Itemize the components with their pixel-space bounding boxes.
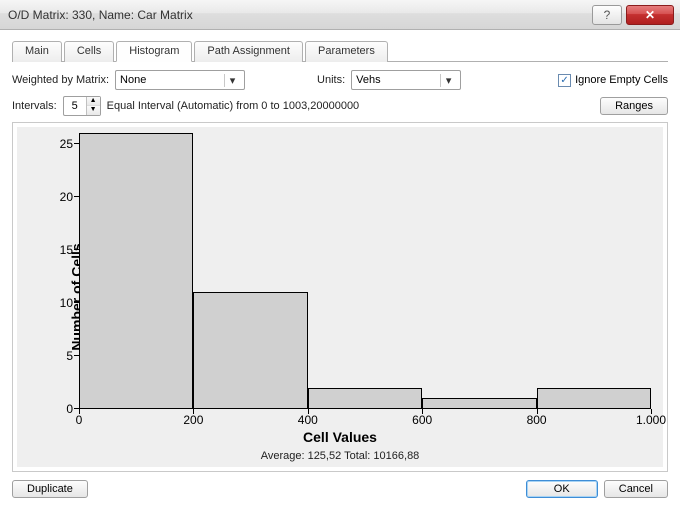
intervals-spinner[interactable]: 5 ▲ ▼ (63, 96, 101, 116)
y-tick: 10 (60, 296, 79, 310)
x-tick: 400 (298, 409, 318, 427)
tab-parameters[interactable]: Parameters (305, 41, 388, 62)
x-tick: 1.000 (636, 409, 666, 427)
titlebar: O/D Matrix: 330, Name: Car Matrix ? ✕ (0, 0, 680, 30)
chart-stats: Average: 125,52 Total: 10166,88 (17, 450, 663, 462)
histogram-bar (193, 292, 307, 409)
tab-main[interactable]: Main (12, 41, 62, 62)
y-tick: 5 (66, 349, 79, 363)
intervals-value: 5 (64, 100, 86, 112)
chevron-down-icon: ▾ (440, 74, 456, 87)
tab-path-assignment[interactable]: Path Assignment (194, 41, 303, 62)
intervals-label: Intervals: (12, 100, 57, 112)
ok-button[interactable]: OK (526, 480, 598, 498)
weighted-by-combo[interactable]: None ▾ (115, 70, 245, 90)
ignore-empty-checkbox[interactable]: ✓ Ignore Empty Cells (558, 74, 668, 87)
x-tick: 600 (412, 409, 432, 427)
weighted-by-label: Weighted by Matrix: (12, 74, 109, 86)
window-title: O/D Matrix: 330, Name: Car Matrix (8, 8, 193, 22)
units-value: Vehs (356, 74, 380, 86)
y-tick: 25 (60, 137, 79, 151)
histogram-bar (422, 398, 536, 409)
tab-histogram[interactable]: Histogram (116, 41, 192, 62)
duplicate-button[interactable]: Duplicate (12, 480, 88, 498)
spinner-up-icon[interactable]: ▲ (87, 97, 100, 106)
histogram-bar (79, 133, 193, 409)
chart-x-label: Cell Values (17, 429, 663, 445)
intervals-desc: Equal Interval (Automatic) from 0 to 100… (107, 100, 360, 112)
tab-cells[interactable]: Cells (64, 41, 114, 62)
ignore-empty-label: Ignore Empty Cells (575, 74, 668, 86)
y-tick: 20 (60, 190, 79, 204)
x-tick: 800 (527, 409, 547, 427)
x-tick: 0 (76, 409, 83, 427)
close-button[interactable]: ✕ (626, 5, 674, 25)
checkbox-check-icon: ✓ (558, 74, 571, 87)
x-tick: 200 (183, 409, 203, 427)
histogram-bar (537, 388, 651, 409)
cancel-button[interactable]: Cancel (604, 480, 668, 498)
chart-plot-area: 051015202502004006008001.000 (79, 133, 651, 409)
histogram-bar (308, 388, 422, 409)
help-button[interactable]: ? (592, 5, 622, 25)
y-tick: 15 (60, 243, 79, 257)
units-combo[interactable]: Vehs ▾ (351, 70, 461, 90)
ranges-button[interactable]: Ranges (600, 97, 668, 115)
weighted-by-value: None (120, 74, 146, 86)
spinner-down-icon[interactable]: ▼ (87, 106, 100, 115)
units-label: Units: (317, 74, 345, 86)
histogram-panel: Number of Cells 051015202502004006008001… (12, 122, 668, 472)
tab-strip: MainCellsHistogramPath AssignmentParamet… (12, 40, 668, 62)
chevron-down-icon: ▾ (224, 74, 240, 87)
